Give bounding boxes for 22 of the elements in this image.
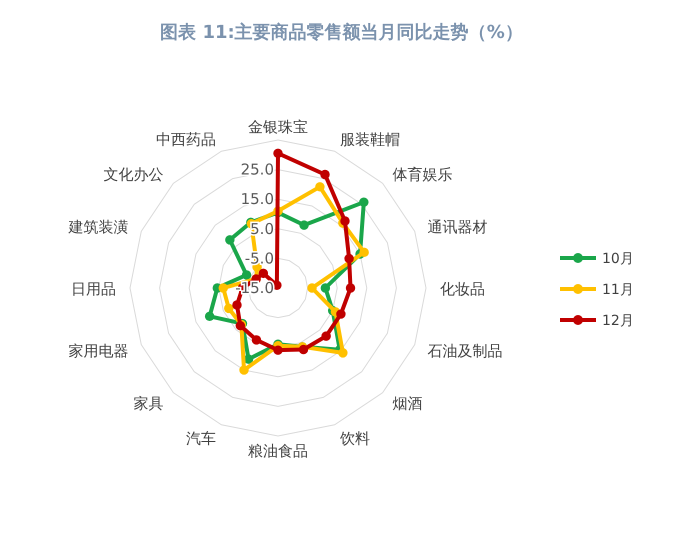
legend-label: 10月	[602, 251, 634, 267]
y-tick-label: 25.0	[240, 160, 274, 179]
spoke-label: 金银珠宝	[248, 119, 308, 136]
spoke-label: 烟酒	[392, 396, 423, 413]
spoke-label: 通讯器材	[428, 219, 488, 236]
spoke-label: 家用电器	[68, 342, 128, 360]
legend-label: 12月	[602, 313, 634, 329]
spoke-label: 家具	[133, 396, 164, 413]
spoke-label: 汽车	[186, 430, 216, 448]
spoke-label: 饮料	[338, 430, 370, 448]
spoke-label: 化妆品	[440, 281, 485, 298]
chart-title: 图表 11:主要商品零售额当月同比走势（%）	[160, 22, 523, 43]
spoke-label: 建筑装潢	[67, 219, 128, 236]
spoke-label: 粮油食品	[248, 443, 308, 460]
spoke-label: 服装鞋帽	[340, 131, 400, 148]
y-tick-label: 15.0	[240, 190, 274, 208]
spoke-label: 中西药品	[156, 131, 216, 148]
spoke-label: 文化办公	[103, 166, 164, 184]
spoke-label: 体育娱乐	[392, 166, 453, 184]
spoke-label: 石油及制品	[428, 342, 503, 360]
spoke-label: 日用品	[71, 282, 116, 298]
legend-label: 11月	[602, 282, 634, 298]
